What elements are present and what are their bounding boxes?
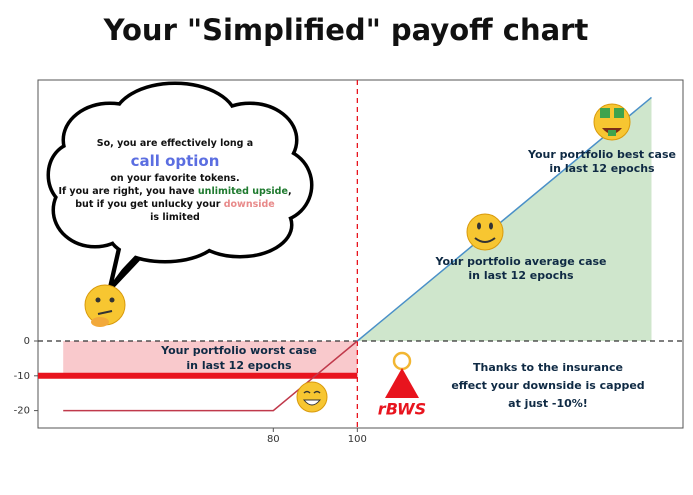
speech-bubble — [46, 81, 314, 297]
bubble-line: call option — [131, 152, 220, 170]
bubble-line: If you are right, you have unlimited ups… — [58, 186, 291, 197]
bubble-segment: , — [288, 186, 292, 197]
bubble-segment: If you are right, you have — [58, 186, 197, 197]
x-tick-label: 100 — [348, 434, 367, 445]
annotation-worst: Your portfolio worst case — [160, 344, 317, 357]
y-tick-label: -10 — [14, 371, 30, 382]
logo: rBWS — [378, 351, 426, 419]
logo-text: rBWS — [378, 400, 426, 419]
bubble-segment: call option — [131, 152, 220, 170]
annotation-average: in last 12 epochs — [468, 269, 574, 282]
bubble-line: but if you get unlucky your downside — [75, 199, 275, 210]
bubble-segment: unlimited upside — [198, 186, 288, 197]
x-tick-label: 80 — [267, 434, 280, 445]
annotation-worst: in last 12 epochs — [186, 359, 292, 372]
money-emoji — [593, 103, 631, 141]
annotation-insurance: at just -10%! — [508, 397, 588, 410]
payoff-line — [63, 340, 358, 412]
annotation-insurance: effect your downside is capped — [451, 379, 644, 392]
thinking-emoji — [84, 284, 126, 327]
annotation-average: Your portfolio average case — [435, 255, 607, 268]
y-tick-label: 0 — [24, 336, 30, 347]
bubble-segment: downside — [224, 199, 275, 210]
annotation-best: in last 12 epochs — [549, 162, 655, 175]
bubble-segment: So, you are effectively long a — [97, 138, 253, 149]
plot: 0 -10 -20 80 100 — [14, 79, 684, 445]
annotation-best: Your portfolio best case — [527, 148, 676, 161]
payoff-line — [356, 96, 652, 342]
plot-frame — [37, 79, 684, 429]
bubble-segment: on your favorite tokens. — [110, 173, 239, 184]
smile-emoji — [466, 213, 504, 251]
downside-band — [63, 341, 358, 376]
bubble-line: is limited — [150, 212, 200, 223]
grin-emoji — [296, 381, 328, 413]
annotation-insurance: Thanks to the insurance — [473, 361, 623, 374]
bubble-text: So, you are effectively long a call optio… — [58, 138, 291, 223]
bubble-line: on your favorite tokens. — [110, 173, 239, 184]
bubble-segment: is limited — [150, 212, 200, 223]
chart-title: Your "Simplified" payoff chart — [103, 13, 589, 47]
y-tick-label: -20 — [14, 406, 30, 417]
bubble-line: So, you are effectively long a — [97, 138, 253, 149]
bubble-segment: but if you get unlucky your — [75, 199, 223, 210]
